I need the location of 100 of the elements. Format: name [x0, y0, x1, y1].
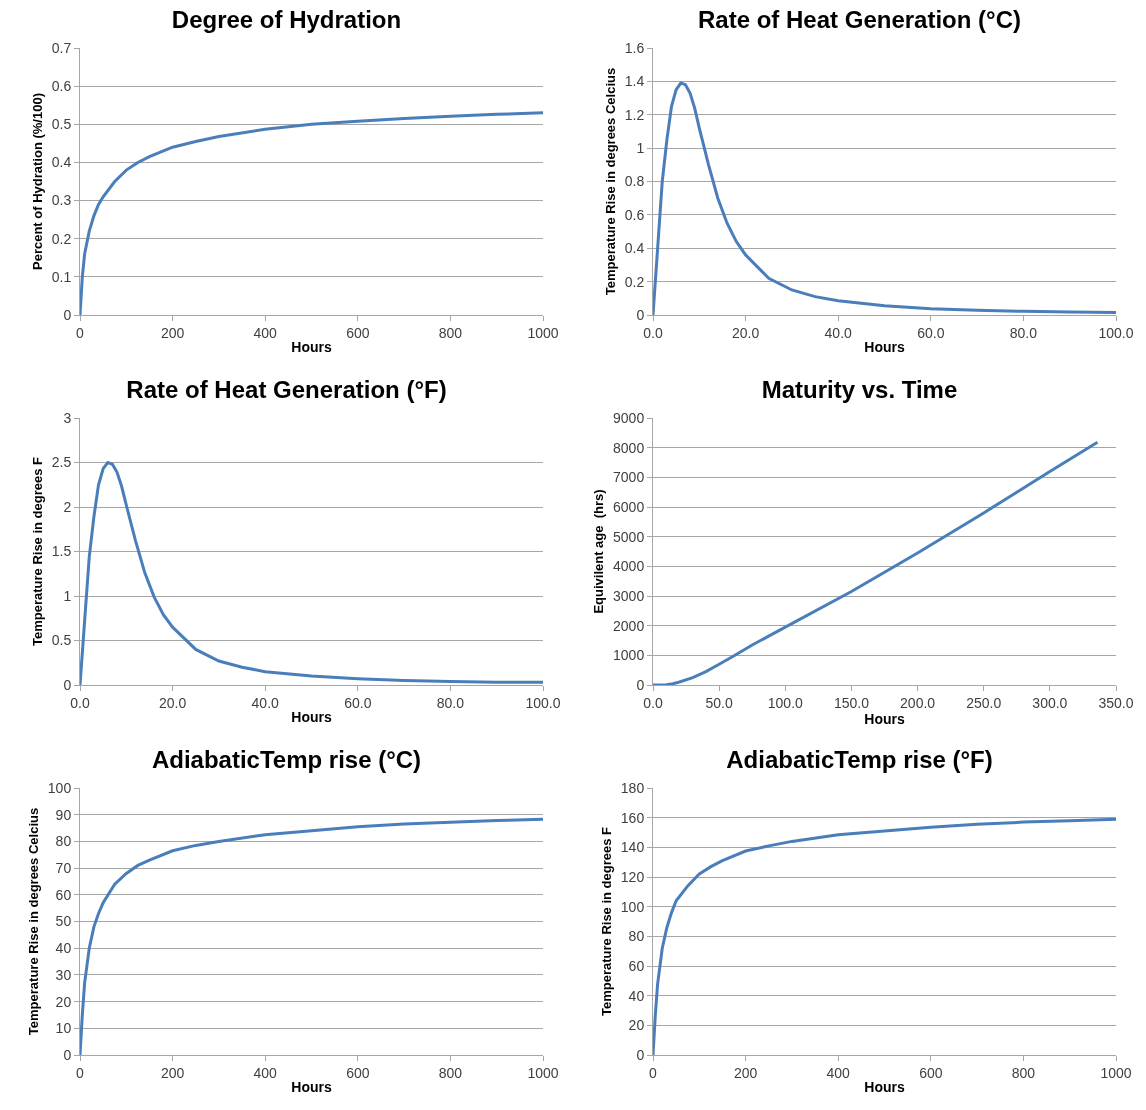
x-tick-label: 0: [649, 1064, 658, 1081]
y-tick-label: 0.2: [624, 273, 645, 290]
x-tick-label: 150.0: [833, 694, 870, 711]
y-tick-label: 3: [63, 409, 72, 426]
x-tick-label: 1000: [527, 1064, 559, 1081]
y-tick-label: 0: [636, 676, 645, 693]
y-tick-label: 20: [628, 1017, 645, 1034]
y-tick-label: 0.4: [624, 240, 645, 257]
x-tick-label: 200: [160, 324, 185, 341]
y-tick-label: 7000: [613, 469, 645, 486]
y-tick-label: 10: [55, 1020, 72, 1037]
y-tick-label: 80: [55, 833, 72, 850]
x-axis-title: Hours: [864, 339, 905, 356]
x-tick-label: 600: [919, 1064, 943, 1081]
x-tick-label: 40.0: [251, 694, 280, 711]
y-tick-label: 0: [63, 306, 72, 323]
y-tick-label: 0: [63, 676, 72, 693]
x-tick-label: 40.0: [824, 324, 853, 341]
x-tick-label: 1000: [1100, 1064, 1132, 1081]
y-tick-label: 1.5: [51, 543, 72, 560]
x-tick-label: 100.0: [1098, 324, 1134, 341]
y-tick-label: 8000: [613, 439, 645, 456]
y-tick-label: 0: [63, 1046, 72, 1063]
y-tick-label: 2.5: [51, 454, 72, 471]
y-tick-label: 2: [63, 498, 72, 515]
x-tick-label: 200.0: [900, 694, 936, 711]
y-tick-label: 0.6: [624, 206, 645, 223]
y-tick-label: 0: [636, 306, 645, 323]
y-tick-label: 180: [620, 779, 645, 796]
x-tick-label: 800: [1011, 1064, 1036, 1081]
y-tick-label: 0.7: [51, 39, 72, 56]
x-tick-label: 300.0: [1032, 694, 1068, 711]
y-tick-label: 0.4: [51, 154, 72, 171]
y-tick-label: 1: [636, 140, 645, 157]
x-tick-label: 100.0: [767, 694, 804, 711]
y-tick-label: 160: [620, 809, 645, 826]
y-axis-title: Temperature Rise in degrees Celcius: [602, 67, 618, 296]
y-tick-label: 0.1: [51, 268, 72, 285]
x-axis-title: Hours: [864, 1079, 905, 1096]
x-tick-label: 400: [253, 1064, 278, 1081]
y-axis-title: Temperature Rise in degrees Celcius: [25, 807, 41, 1036]
x-tick-label: 250.0: [966, 694, 1002, 711]
y-tick-label: 9000: [613, 409, 645, 426]
y-tick-label: 40: [55, 940, 72, 957]
x-tick-label: 600: [346, 324, 370, 341]
y-tick-label: 30: [55, 966, 72, 983]
y-tick-label: 40: [628, 987, 645, 1004]
x-axis-title: Hours: [291, 709, 332, 726]
y-tick-label: 50: [55, 913, 72, 930]
x-tick-label: 60.0: [917, 324, 945, 341]
y-tick-label: 100: [47, 779, 72, 796]
y-tick-label: 70: [55, 860, 72, 876]
y-tick-label: 20: [55, 993, 72, 1010]
x-tick-label: 0: [76, 1064, 85, 1081]
x-axis-title: Hours: [291, 339, 332, 356]
y-tick-label: 0.3: [51, 192, 72, 209]
chart-title: Rate of Heat Generation (°C): [698, 5, 1021, 33]
y-tick-label: 1.6: [624, 39, 645, 56]
x-tick-label: 350.0: [1098, 694, 1134, 711]
x-tick-label: 200: [160, 1064, 185, 1081]
y-tick-label: 0.2: [51, 230, 72, 247]
y-tick-label: 0.5: [51, 632, 72, 649]
y-tick-label: 90: [55, 806, 72, 823]
y-tick-label: 2000: [613, 617, 645, 634]
y-tick-label: 3000: [613, 587, 645, 604]
y-axis-title: Percent of Hydration (%/100): [29, 93, 45, 270]
x-tick-label: 80.0: [436, 694, 465, 711]
y-tick-label: 1.4: [624, 73, 645, 90]
y-axis-title: Equivilent age (hrs): [590, 489, 606, 614]
line-series: [653, 440, 1099, 685]
y-tick-label: 0.6: [51, 78, 72, 95]
y-tick-label: 80: [628, 928, 645, 945]
x-tick-label: 200: [733, 1064, 758, 1081]
y-tick-label: 100: [620, 898, 645, 915]
x-axis-title: Hours: [864, 710, 905, 727]
y-tick-label: 4000: [613, 558, 645, 575]
y-tick-label: 1000: [613, 647, 645, 664]
chart-title: AdiabaticTemp rise (°C): [151, 745, 422, 773]
x-tick-label: 600: [346, 1064, 370, 1081]
x-tick-label: 100.0: [525, 694, 561, 711]
y-tick-label: 1: [63, 587, 72, 604]
x-tick-label: 60.0: [344, 694, 372, 711]
x-tick-label: 20.0: [158, 694, 187, 711]
chart-title: Degree of Hydration: [171, 5, 402, 33]
y-axis-title: Temperature Rise in degrees F: [29, 456, 45, 647]
x-tick-label: 800: [438, 1064, 463, 1081]
x-tick-label: 50.0: [705, 694, 733, 711]
y-tick-label: 120: [620, 868, 645, 885]
x-tick-label: 0.0: [643, 324, 663, 341]
y-tick-label: 60: [628, 957, 645, 974]
chart-title: Rate of Heat Generation (°F): [126, 375, 447, 403]
chart-title: Maturity vs. Time: [761, 375, 958, 403]
y-tick-label: 0.5: [51, 116, 72, 133]
x-tick-label: 400: [253, 324, 278, 341]
x-tick-label: 0.0: [643, 694, 663, 711]
y-tick-label: 140: [620, 839, 645, 856]
x-tick-label: 20.0: [731, 324, 760, 341]
y-tick-label: 0.8: [624, 173, 645, 190]
y-axis-title: Temperature Rise in degrees F: [598, 826, 614, 1017]
x-tick-label: 400: [826, 1064, 851, 1081]
